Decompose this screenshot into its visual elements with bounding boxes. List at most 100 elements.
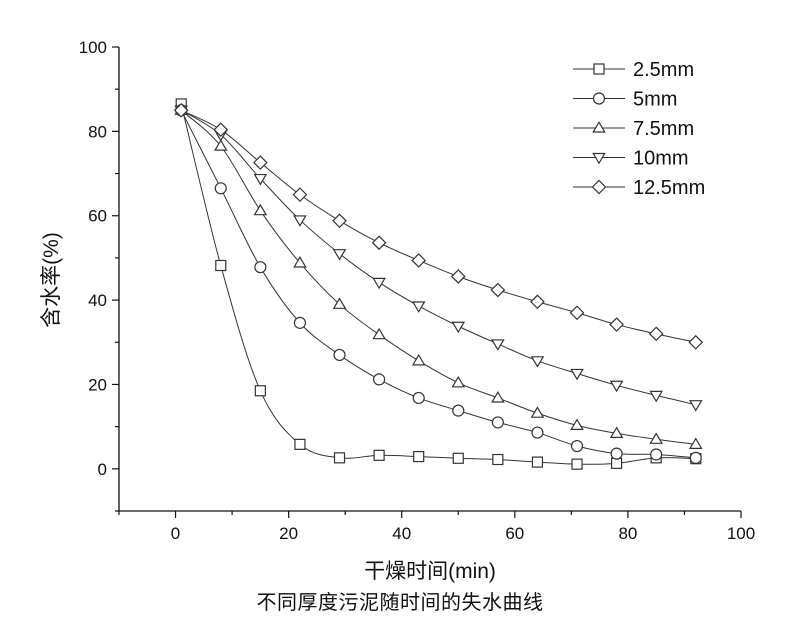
legend-marker bbox=[592, 152, 606, 165]
x-tick-label: 20 bbox=[279, 524, 298, 543]
chart-canvas: 0 20 40 60 80 100 0 20 40 60 80 100 2.5mm 5mm 7.5mm 10… bbox=[40, 38, 756, 583]
legend-marker bbox=[591, 179, 607, 195]
data-point bbox=[213, 122, 229, 138]
legend-item: 7.5mm bbox=[573, 118, 694, 140]
data-point bbox=[571, 458, 583, 470]
legend-item: 2.5mm bbox=[573, 59, 694, 81]
legend-label: 10mm bbox=[633, 148, 689, 170]
data-point bbox=[452, 404, 465, 417]
data-point bbox=[650, 448, 663, 461]
series-5mm bbox=[175, 104, 702, 464]
data-point bbox=[689, 451, 702, 464]
data-point bbox=[215, 259, 227, 272]
series-7-5mm bbox=[174, 103, 703, 449]
y-tick-label: 0 bbox=[98, 460, 107, 479]
legend-marker bbox=[593, 63, 605, 75]
data-point bbox=[253, 173, 268, 186]
data-point bbox=[293, 316, 307, 329]
legend-marker bbox=[592, 121, 606, 133]
data-point bbox=[491, 391, 505, 403]
data-point bbox=[609, 426, 624, 439]
series-10mm bbox=[174, 105, 703, 412]
legend-item: 5mm bbox=[573, 89, 677, 111]
legend-label: 12.5mm bbox=[633, 177, 705, 199]
series-line bbox=[180, 109, 696, 406]
data-point bbox=[569, 305, 585, 321]
chart-axes: 0 20 40 60 80 100 0 20 40 60 80 100 bbox=[79, 38, 756, 543]
data-point bbox=[570, 368, 584, 381]
y-axis-label: 含水率(%) bbox=[40, 232, 63, 328]
y-tick-label: 80 bbox=[88, 122, 107, 141]
data-point bbox=[451, 321, 466, 334]
data-point bbox=[214, 182, 227, 195]
data-point bbox=[372, 327, 386, 340]
y-tick-label: 100 bbox=[79, 38, 107, 57]
data-point bbox=[609, 317, 624, 332]
x-tick-label: 40 bbox=[392, 524, 411, 543]
y-tick-label: 60 bbox=[88, 207, 107, 226]
data-point bbox=[610, 457, 623, 469]
data-point bbox=[649, 432, 663, 444]
data-point bbox=[649, 390, 663, 403]
y-tick-label: 40 bbox=[88, 291, 107, 310]
data-point bbox=[492, 453, 504, 466]
figure-caption: 不同厚度污泥随时间的失水曲线 bbox=[256, 590, 544, 614]
data-point bbox=[451, 375, 466, 388]
data-point bbox=[490, 282, 506, 298]
data-point bbox=[411, 353, 426, 366]
legend-label: 7.5mm bbox=[633, 118, 694, 140]
data-point bbox=[491, 339, 505, 351]
data-point bbox=[293, 256, 307, 268]
data-point bbox=[332, 213, 347, 229]
data-point bbox=[688, 334, 704, 350]
y-tick-label: 20 bbox=[88, 375, 107, 394]
data-point bbox=[253, 155, 268, 170]
data-point bbox=[491, 416, 504, 429]
data-point bbox=[373, 373, 386, 386]
data-point bbox=[411, 301, 426, 313]
data-point bbox=[293, 215, 307, 227]
chart-legend: 2.5mm 5mm 7.5mm 10mm 12.5mm bbox=[573, 59, 705, 199]
x-axis-label: 干燥时间(min) bbox=[364, 560, 496, 583]
data-point bbox=[253, 203, 268, 216]
data-point bbox=[254, 385, 266, 397]
legend-item: 10mm bbox=[573, 148, 689, 170]
chart-series-layer bbox=[173, 98, 704, 470]
data-point bbox=[292, 187, 308, 202]
data-point bbox=[648, 326, 664, 342]
legend-item: 12.5mm bbox=[573, 177, 705, 199]
data-point bbox=[570, 418, 584, 430]
data-point bbox=[688, 437, 703, 449]
legend-marker bbox=[592, 92, 606, 105]
data-point bbox=[333, 348, 346, 362]
legend-label: 2.5mm bbox=[633, 59, 694, 81]
data-point bbox=[173, 102, 189, 118]
data-point bbox=[610, 447, 623, 460]
series-12-5mm bbox=[173, 102, 704, 350]
data-point bbox=[254, 261, 267, 274]
data-point bbox=[332, 249, 347, 261]
series-line bbox=[180, 109, 696, 343]
data-point bbox=[530, 294, 545, 310]
data-point bbox=[412, 391, 425, 405]
data-point bbox=[333, 452, 346, 464]
series-2-5mm bbox=[175, 98, 702, 470]
legend-label: 5mm bbox=[633, 89, 677, 111]
x-tick-label: 100 bbox=[727, 524, 755, 543]
data-point bbox=[530, 406, 545, 418]
x-tick-label: 0 bbox=[171, 524, 180, 543]
data-point bbox=[411, 253, 427, 268]
x-tick-label: 80 bbox=[618, 524, 637, 543]
data-point bbox=[609, 380, 624, 393]
data-point bbox=[372, 277, 386, 290]
data-point bbox=[530, 356, 545, 368]
data-point bbox=[413, 450, 425, 463]
data-point bbox=[373, 449, 385, 461]
x-tick-label: 60 bbox=[505, 524, 524, 543]
data-point bbox=[450, 269, 466, 284]
data-point bbox=[294, 438, 306, 450]
data-point bbox=[332, 297, 347, 309]
data-point bbox=[531, 426, 544, 439]
data-point bbox=[371, 235, 387, 251]
